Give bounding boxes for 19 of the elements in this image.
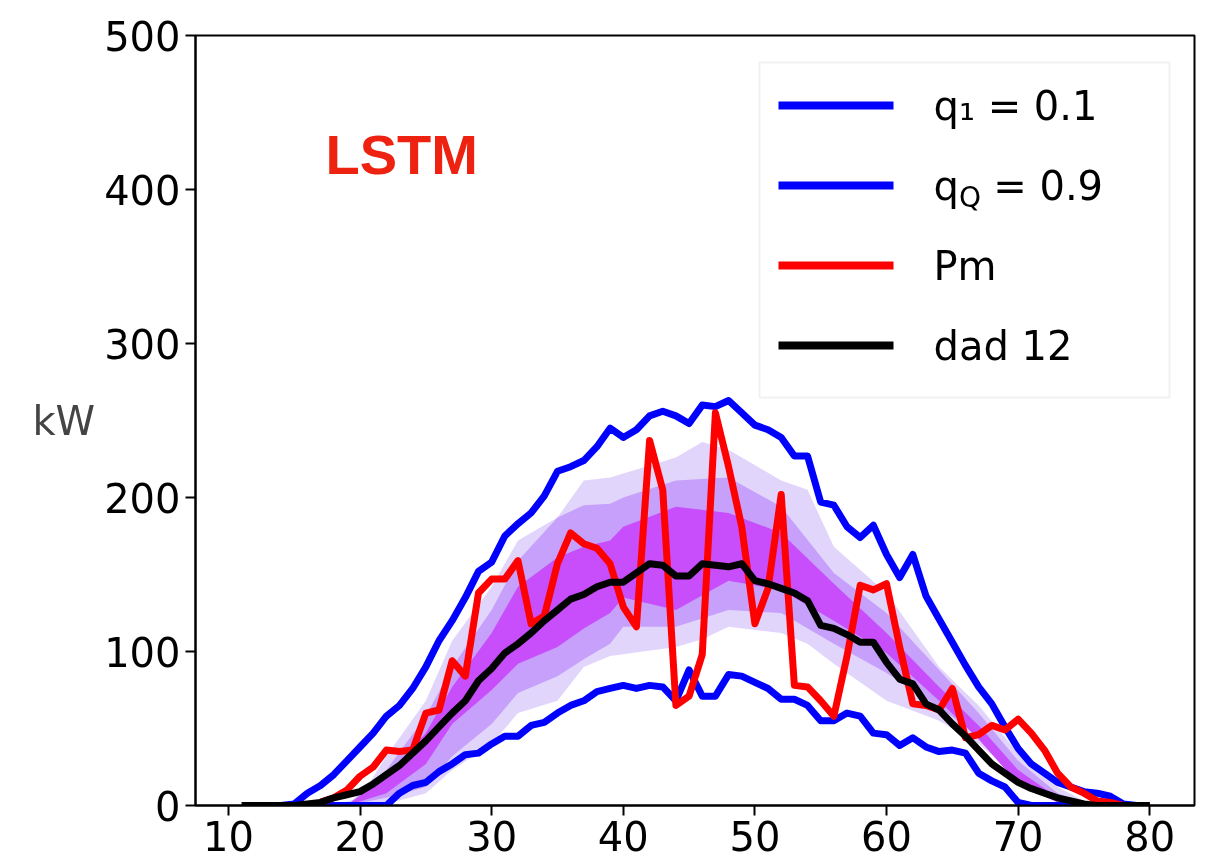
- x-tick-label: 80: [1124, 813, 1176, 860]
- legend-label: q₁ = 0.1: [933, 82, 1098, 129]
- x-tick-label: 70: [992, 813, 1044, 860]
- y-tick-label: 200: [104, 475, 181, 522]
- x-tick-label: 50: [729, 813, 781, 860]
- x-tick-label: 60: [861, 813, 912, 860]
- annotation: LSTM: [325, 122, 478, 186]
- x-tick-label: 10: [202, 813, 254, 860]
- x-tick-label: 40: [597, 813, 649, 860]
- y-tick-label: 300: [104, 321, 181, 368]
- legend-label: Pm: [933, 242, 997, 289]
- y-tick-label: 0: [155, 783, 181, 830]
- x-tick-label: 20: [334, 813, 386, 860]
- y-tick-label: 100: [104, 629, 181, 676]
- x-tick-label: 30: [466, 813, 518, 860]
- legend-label: dad 12: [933, 322, 1073, 369]
- y-axis-title: kW: [32, 397, 96, 444]
- y-tick-label: 400: [104, 167, 181, 214]
- y-tick-label: 500: [104, 13, 181, 60]
